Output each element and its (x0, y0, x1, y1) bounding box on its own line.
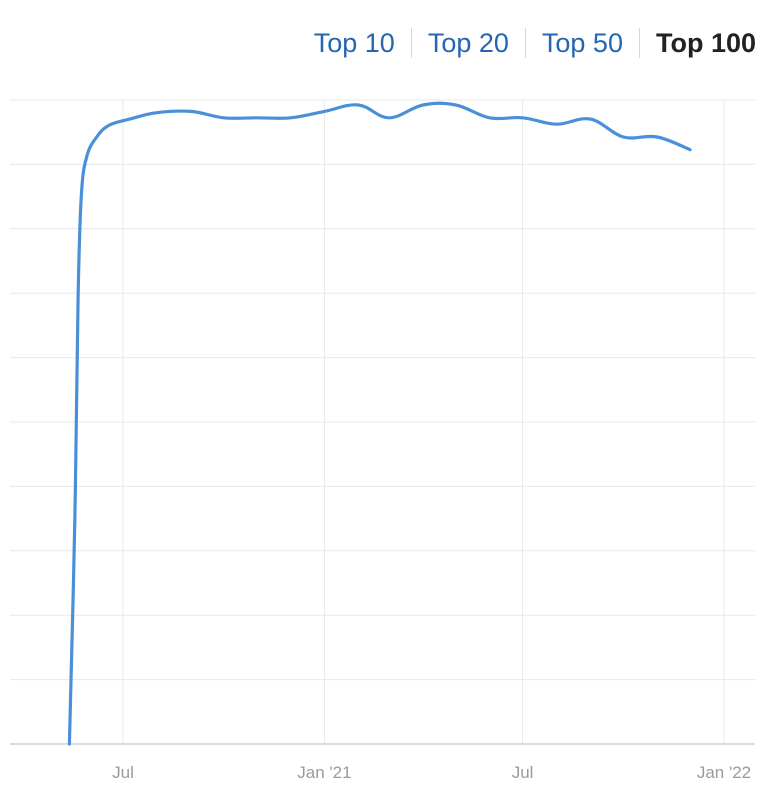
x-tick-label: Jan '21 (297, 763, 351, 782)
x-tick-label: Jan '22 (697, 763, 751, 782)
x-tick-labels: Jul Jan '21 Jul Jan '22 (112, 763, 751, 782)
tab-top-50[interactable]: Top 50 (541, 28, 623, 58)
tab-separator (638, 28, 640, 58)
tab-top-10[interactable]: Top 10 (313, 28, 395, 58)
tab-top-20[interactable]: Top 20 (427, 28, 509, 58)
tab-separator (410, 28, 412, 58)
x-tick-label: Jul (512, 763, 534, 782)
vertical-gridlines (122, 100, 725, 744)
series-group (67, 101, 692, 746)
series-line (67, 101, 692, 746)
top-n-tabs: Top 10 Top 20 Top 50 Top 100 (298, 22, 756, 64)
tab-top-100[interactable]: Top 100 (655, 28, 756, 58)
horizontal-gridlines (10, 99, 755, 681)
x-tick-label: Jul (112, 763, 134, 782)
tab-separator (524, 28, 526, 58)
